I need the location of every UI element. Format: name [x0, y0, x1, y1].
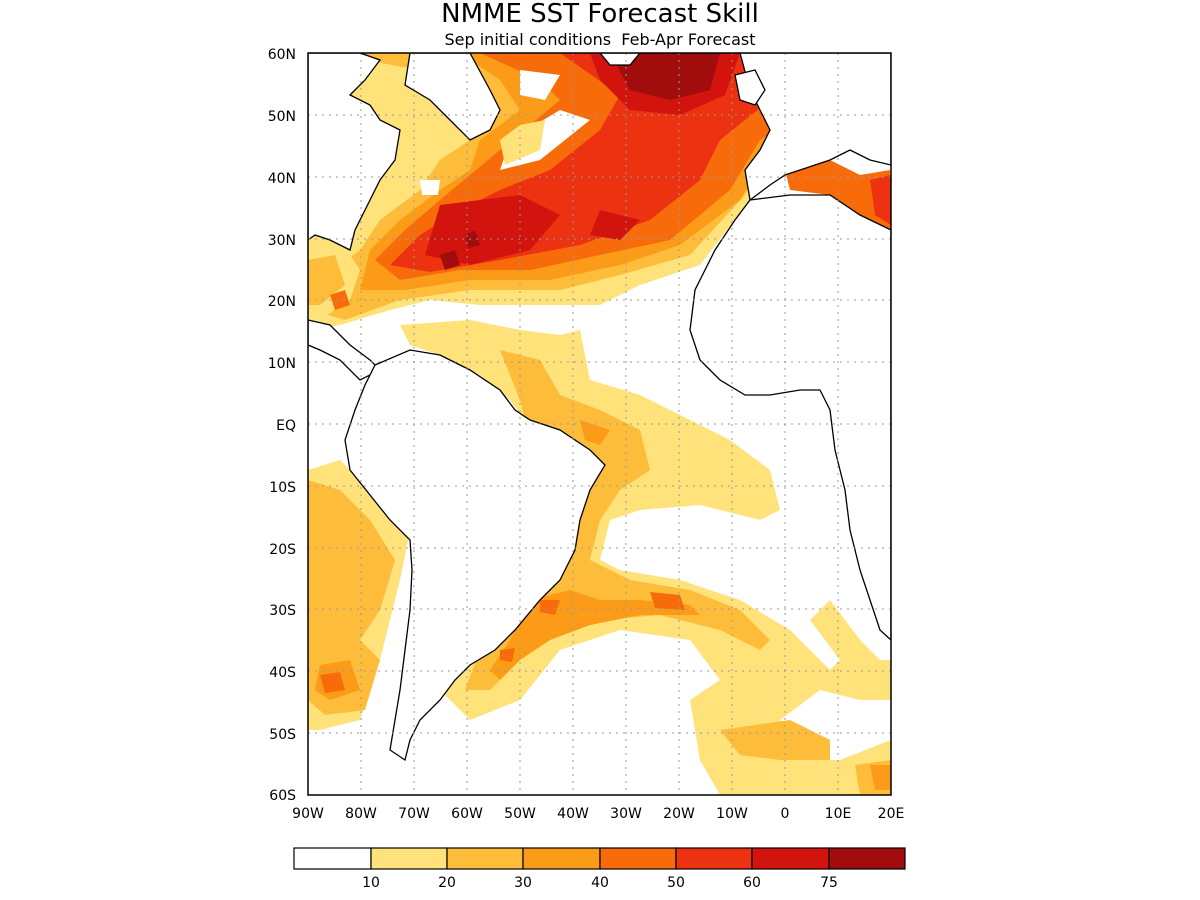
y-axis-ticks: 60N 50N 40N 30N 20N 10N EQ 10S 20S 30S 4… — [268, 47, 296, 804]
colorbar-label: 75 — [820, 875, 838, 891]
y-tick-label: 40S — [269, 665, 296, 681]
y-tick-label: 10S — [269, 480, 296, 496]
skill-region-north-atlantic-max — [440, 53, 720, 270]
x-tick-label: 40W — [557, 806, 589, 822]
map-frame — [307, 52, 892, 796]
skill-region-north-atlantic-75 — [425, 53, 740, 265]
land-europe — [739, 53, 891, 202]
colorbar-swatch — [522, 847, 601, 870]
colorbar-swatch — [293, 847, 372, 870]
land-south-america — [344, 349, 606, 762]
y-tick-label: 30N — [268, 233, 296, 249]
skill-region-mediterranean-high — [870, 175, 891, 225]
map-subtitle: Sep initial conditions Feb-Apr Forecast — [444, 30, 755, 49]
skill-region-south-atlantic-40 — [490, 420, 891, 790]
skill-region-tropical-atlantic — [400, 320, 891, 795]
x-tick-label: 80W — [345, 806, 377, 822]
skill-region-eastern-pacific-30 — [308, 255, 395, 715]
colorbar-label: 20 — [438, 875, 456, 891]
y-tick-label: 50S — [269, 727, 296, 743]
skill-field — [308, 53, 891, 795]
lat-lon-grid — [308, 53, 891, 795]
y-tick-label: 20N — [268, 294, 296, 310]
colorbar-label: 10 — [362, 875, 380, 891]
colorbar-label: 60 — [743, 875, 761, 891]
colorbar-swatch — [828, 847, 906, 870]
colorbar-swatch — [446, 847, 524, 870]
land-british-isles — [734, 69, 766, 106]
colorbar: 10 20 30 40 50 60 75 — [293, 847, 906, 891]
colorbar-swatch — [751, 847, 830, 870]
x-tick-label: 50W — [504, 806, 536, 822]
y-tick-label: 20S — [269, 542, 296, 558]
x-tick-label: 30W — [610, 806, 642, 822]
x-tick-label: 0 — [781, 806, 790, 822]
y-tick-label: 10N — [268, 356, 296, 372]
y-tick-label: 40N — [268, 171, 296, 187]
skill-region-low-patch — [420, 70, 590, 195]
y-tick-label: 50N — [268, 109, 296, 125]
y-tick-label: 30S — [269, 603, 296, 619]
x-tick-label: 60W — [451, 806, 483, 822]
land-north-america — [308, 53, 501, 251]
x-tick-label: 70W — [398, 806, 430, 822]
colorbar-label: 30 — [514, 875, 532, 891]
x-axis-ticks: 90W 80W 70W 60W 50W 40W 30W 20W 10W 0 10… — [292, 806, 904, 822]
colorbar-label: 40 — [591, 875, 609, 891]
x-tick-label: 10E — [825, 806, 852, 822]
colorbar-label: 50 — [667, 875, 685, 891]
land-greenland-iceland — [599, 53, 641, 66]
colorbar-swatch — [675, 847, 753, 870]
x-tick-label: 10W — [716, 806, 748, 822]
y-tick-label: 60N — [268, 47, 296, 63]
land-africa — [689, 194, 891, 641]
x-tick-label: 20E — [878, 806, 905, 822]
skill-region-low-patch-rim — [500, 120, 545, 165]
x-tick-label: 20W — [663, 806, 695, 822]
y-tick-label: EQ — [276, 418, 296, 434]
x-tick-label: 90W — [292, 806, 324, 822]
map-title: NMME SST Forecast Skill — [441, 0, 759, 29]
colorbar-swatch — [599, 847, 677, 870]
colorbar-swatch — [370, 847, 448, 870]
y-tick-label: 60S — [269, 788, 296, 804]
